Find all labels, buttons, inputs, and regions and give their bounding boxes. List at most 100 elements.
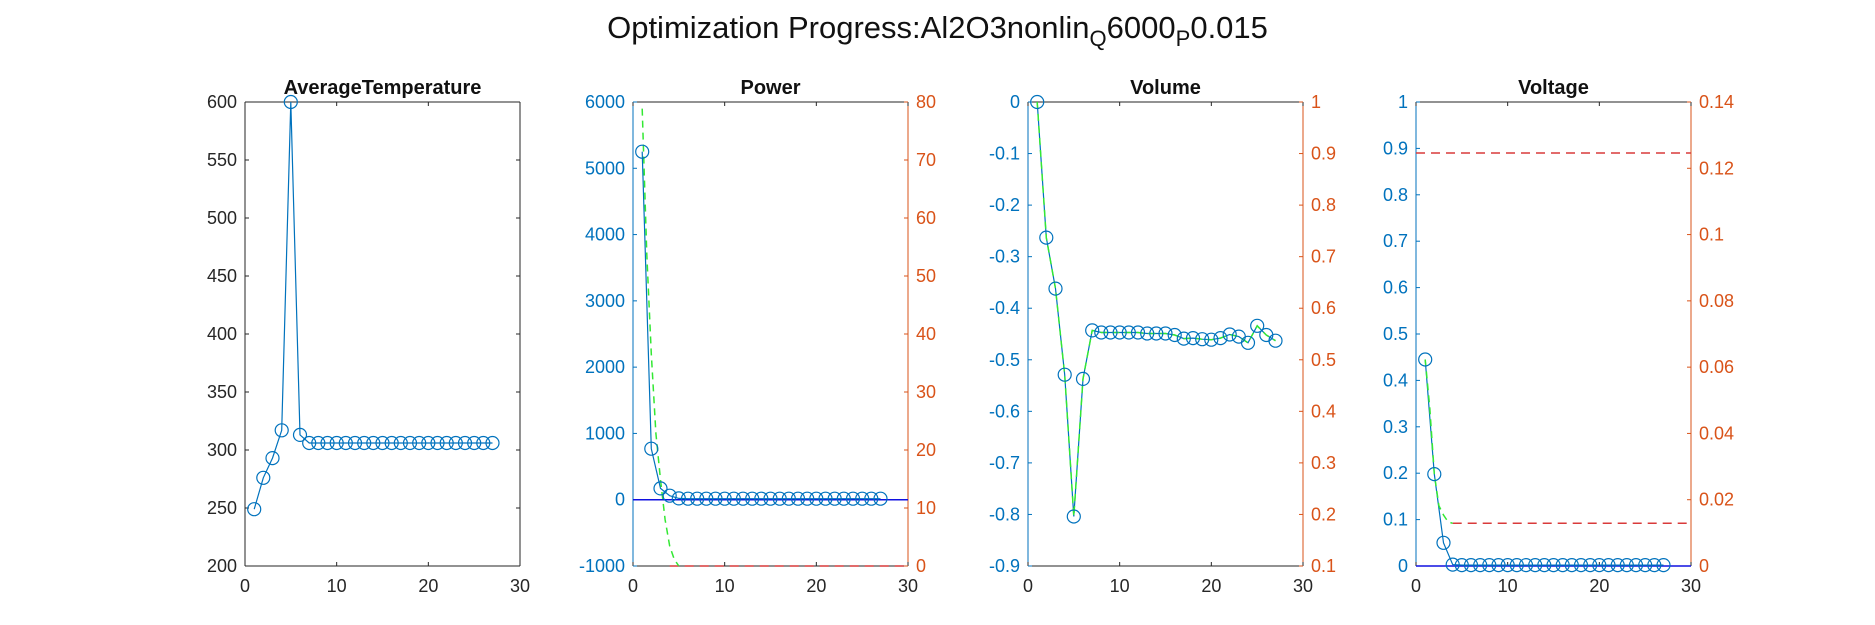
data-point	[745, 491, 760, 506]
y2-tick-label: 0	[1699, 556, 1709, 576]
x-tick-label: 0	[1023, 576, 1033, 596]
y-tick-label: 2000	[585, 357, 625, 377]
plot-area	[1416, 152, 1691, 573]
data-point	[1085, 323, 1100, 338]
data-point	[1167, 327, 1182, 343]
y2-tick-label: 0.6	[1311, 298, 1336, 318]
data-point	[855, 491, 870, 506]
data-point	[1518, 557, 1534, 573]
data-point	[1213, 331, 1228, 346]
data-point	[393, 435, 408, 451]
y-tick-label: 0.4	[1383, 370, 1408, 390]
y-tick-label: 250	[207, 498, 237, 518]
data-point	[790, 491, 806, 506]
y-tick-label: -0.6	[989, 401, 1020, 421]
data-point	[1103, 325, 1118, 340]
y2-tick-label: 0.1	[1311, 556, 1336, 576]
y2-tick-label: 0.5	[1311, 350, 1336, 370]
y-tick-label: -0.2	[989, 195, 1020, 215]
series-green-dashed	[1036, 101, 1276, 517]
data-point	[421, 435, 436, 451]
data-point	[809, 491, 824, 506]
x-tick-label: 30	[898, 576, 918, 596]
data-point	[836, 491, 851, 506]
data-point	[1222, 327, 1237, 342]
y-tick-label: 0.6	[1383, 278, 1408, 298]
data-point	[1418, 352, 1433, 367]
y2-tick-label: 40	[916, 324, 936, 344]
y2-tick-label: 20	[916, 440, 936, 460]
data-point	[256, 470, 271, 485]
data-point	[357, 435, 372, 451]
data-point	[781, 491, 796, 506]
x-tick-label: 10	[1498, 576, 1518, 596]
plot-area	[633, 108, 908, 567]
data-point	[1268, 333, 1283, 348]
data-point	[1564, 557, 1579, 573]
data-point	[772, 491, 787, 506]
x-tick-label: 20	[418, 576, 438, 596]
y2-tick-label: 0.4	[1311, 401, 1336, 421]
data-point	[1094, 325, 1109, 340]
y-tick-label: 3000	[585, 291, 625, 311]
y2-tick-label: 0.14	[1699, 92, 1734, 112]
data-point	[1195, 332, 1210, 347]
y-tick-label: 600	[207, 92, 237, 112]
y-tick-label: -0.9	[989, 556, 1020, 576]
x-tick-label: 10	[327, 576, 347, 596]
y-tick-label: 0.1	[1383, 510, 1408, 530]
y2-tick-label: 0.06	[1699, 357, 1734, 377]
y-tick-label: -0.7	[989, 453, 1020, 473]
y-tick-label: 400	[207, 324, 237, 344]
y-tick-label: -0.8	[989, 504, 1020, 524]
figure-title-sub-p: P	[1175, 26, 1191, 51]
data-point	[1647, 557, 1662, 573]
data-point	[1427, 467, 1442, 482]
data-point	[1619, 557, 1634, 573]
data-point	[1628, 557, 1644, 573]
y2-tick-label: 0.12	[1699, 158, 1734, 178]
x-tick-label: 0	[628, 576, 638, 596]
y-tick-label: 0.9	[1383, 138, 1408, 158]
data-point	[1121, 325, 1136, 340]
x-tick-label: 10	[1110, 576, 1130, 596]
data-point	[1130, 325, 1146, 340]
data-point	[1573, 557, 1589, 573]
y2-tick-label: 50	[916, 266, 936, 286]
series-green-dashed	[1424, 359, 1453, 525]
data-point	[1176, 331, 1191, 346]
subplot-title: Power	[740, 77, 800, 99]
data-point	[283, 94, 298, 110]
data-point	[476, 435, 491, 451]
data-point	[680, 491, 696, 506]
data-point	[265, 451, 280, 466]
data-point	[754, 491, 769, 506]
data-point	[384, 435, 399, 451]
y2-tick-label: 0.7	[1311, 247, 1336, 267]
y2-tick-label: 60	[916, 208, 936, 228]
data-point	[375, 435, 390, 451]
data-point	[1039, 230, 1054, 245]
y2-tick-label: 0	[916, 556, 926, 576]
series-green-dashed	[641, 108, 680, 567]
y2-tick-label: 10	[916, 498, 936, 518]
y-tick-label: -0.3	[989, 247, 1020, 267]
data-point	[430, 435, 445, 451]
data-point	[818, 491, 833, 506]
series-line	[253, 101, 493, 510]
data-point	[1140, 326, 1155, 341]
plot-area	[247, 94, 500, 517]
figure-title-end: 0.015	[1190, 10, 1268, 45]
x-tick-label: 30	[1293, 576, 1313, 596]
data-point	[311, 435, 326, 451]
data-point	[1601, 557, 1616, 573]
data-point	[467, 435, 482, 451]
data-point	[448, 435, 463, 451]
data-point	[412, 435, 427, 451]
data-point	[1454, 557, 1469, 573]
x-tick-label: 30	[1681, 576, 1701, 596]
